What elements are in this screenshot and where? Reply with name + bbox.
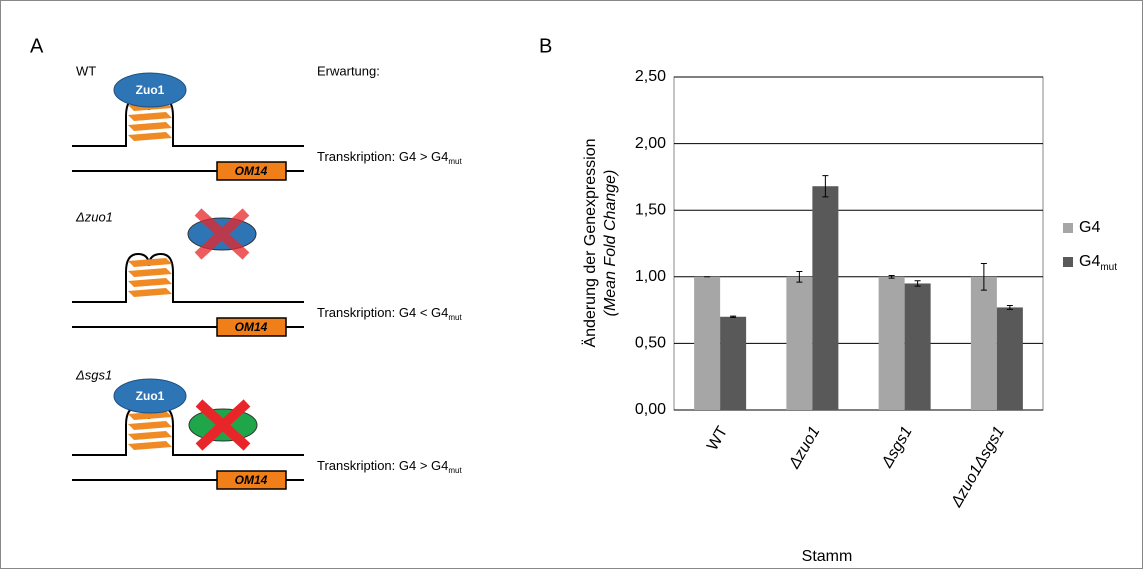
bar [971, 277, 997, 410]
expectation-subscript: mut [448, 157, 462, 166]
y-axis-label: Änderung der Genexpression [581, 138, 599, 347]
panel-label: A [30, 35, 44, 57]
y-tick-label: 0,00 [635, 401, 666, 418]
x-axis-label: Stamm [802, 548, 853, 565]
expectation: Transkription: G4 > G4mut [317, 149, 463, 166]
strain-label: Δsgs1 [75, 367, 112, 382]
bar [720, 317, 746, 410]
legend-name: G4 [1079, 219, 1100, 236]
legend-name: G4 [1079, 253, 1100, 270]
bar [786, 277, 812, 410]
expectation-subscript: mut [448, 466, 462, 475]
protein-label: Zuo1 [136, 389, 165, 403]
y-tick-label: 2,50 [635, 68, 666, 85]
bar [997, 307, 1023, 410]
expectation-text: Transkription: G4 > G4 [317, 458, 448, 473]
expectation-text: Transkription: G4 > G4 [317, 149, 448, 164]
gene-label: OM14 [235, 473, 268, 487]
y-tick-label: 0,50 [635, 335, 666, 352]
legend-swatch [1063, 257, 1073, 267]
expectation-header: Erwartung: [317, 63, 380, 78]
figure: A B Erwartung: WT OM14 Zuo1 Transkription: G4 … [0, 0, 1143, 569]
legend-subscript: mut [1100, 262, 1117, 273]
bar [905, 283, 931, 410]
legend-label: G4 [1079, 219, 1100, 236]
expectation: Transkription: G4 < G4mut [317, 305, 463, 322]
expectation-text: Transkription: G4 < G4 [317, 305, 448, 320]
expectation-subscript: mut [448, 313, 462, 322]
gene-label: OM14 [235, 164, 268, 178]
strain-label: Δzuo1 [75, 209, 113, 224]
y-tick-label: 1,50 [635, 201, 666, 218]
legend-swatch [1063, 223, 1073, 233]
bar [812, 186, 838, 410]
expectation: Transkription: G4 > G4mut [317, 458, 463, 475]
gene-label: OM14 [235, 320, 268, 334]
panel-label: B [539, 35, 552, 57]
y-axis-label-2: (Mean Fold Change) [602, 170, 619, 317]
bar [879, 277, 905, 410]
strain-label: WT [76, 63, 96, 78]
y-tick-label: 2,00 [635, 135, 666, 152]
protein-label: Zuo1 [136, 83, 165, 97]
bar [694, 277, 720, 410]
y-tick-label: 1,00 [635, 268, 666, 285]
